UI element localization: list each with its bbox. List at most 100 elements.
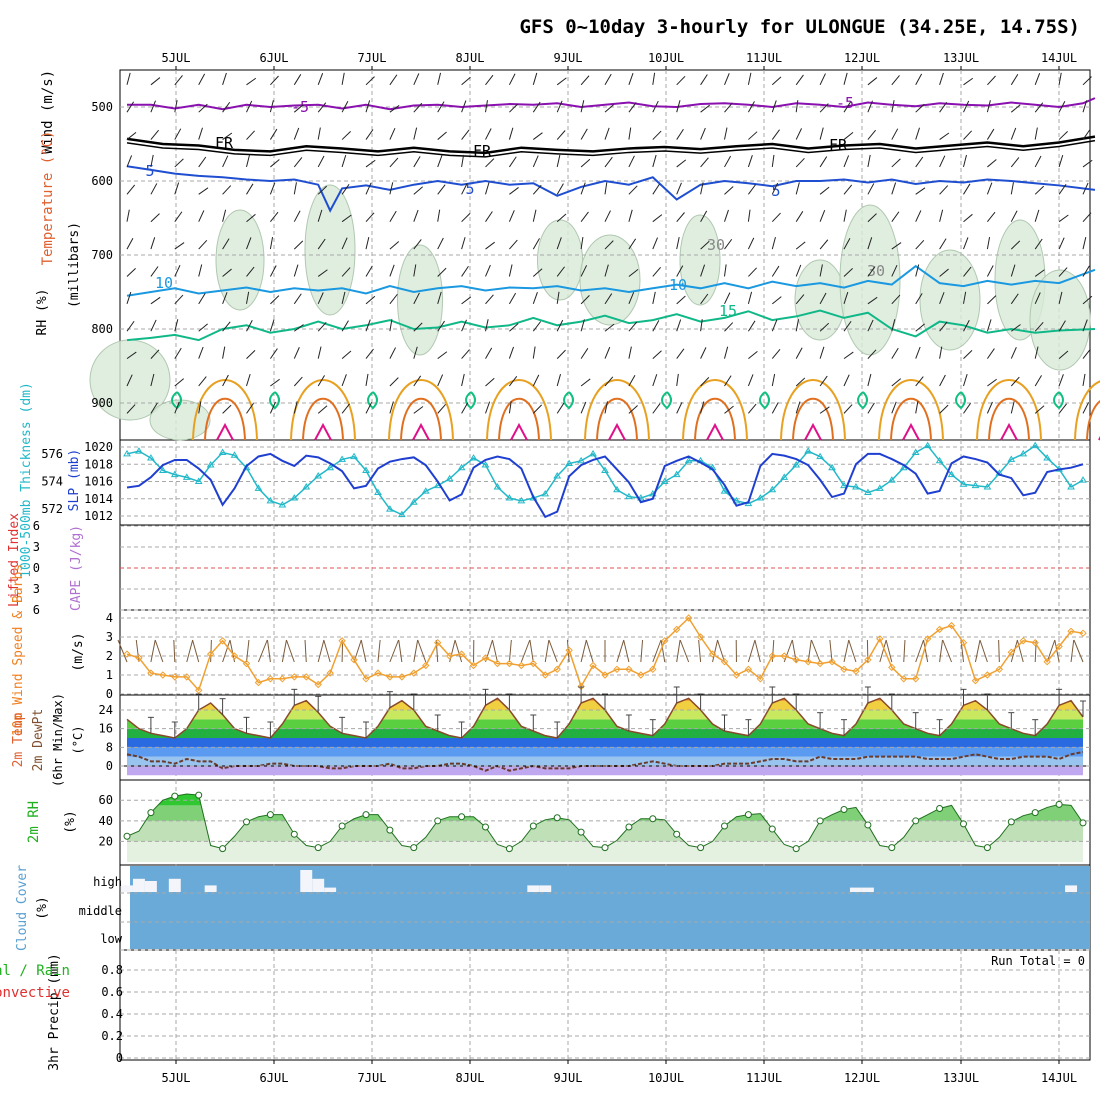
wind-barb [509, 375, 518, 387]
wind-barb [819, 322, 830, 332]
wind-barb [246, 130, 256, 140]
wind-barb [341, 237, 348, 250]
high-cloud-bar [1065, 885, 1078, 892]
wind-barb [724, 102, 733, 113]
wind-barb [413, 322, 423, 332]
wind-barb [317, 375, 325, 387]
wind-barb [891, 75, 900, 86]
thickness-point [421, 487, 430, 494]
wind-10m-barb [843, 639, 850, 663]
wind-10m-barb [257, 639, 268, 663]
wind-barb [1010, 104, 1021, 113]
wind-barb [532, 101, 541, 113]
wind-barb [341, 320, 349, 332]
thickness-point [529, 494, 538, 501]
wind-barb [604, 264, 609, 277]
date-label-top: 10JUL [648, 51, 684, 65]
thickness-point [338, 455, 346, 462]
date-label-bottom: 9JUL [554, 1071, 583, 1085]
wind-barb [652, 183, 660, 195]
wind-barb [915, 264, 920, 277]
wind-barb [532, 184, 542, 195]
wind-barb [1082, 76, 1092, 86]
wind-10m-barb [829, 639, 833, 663]
wind-barb [1010, 264, 1016, 277]
rh-point [147, 809, 155, 817]
wind-speed-point [505, 659, 514, 668]
wind-barb [891, 347, 899, 359]
thickness-point [636, 494, 645, 501]
panel-label: (millibars) [67, 222, 82, 308]
wind-barb [939, 155, 946, 168]
rh-point [1007, 818, 1015, 826]
wind-10m-barb [222, 639, 231, 663]
contour-label: 15 [719, 302, 737, 320]
wind-barb [294, 324, 304, 332]
wind-barb [508, 264, 513, 277]
precip-tick-label: 0.4 [101, 1007, 123, 1021]
thickness-point [1043, 454, 1052, 461]
wind-speed-line [126, 616, 1084, 692]
wind-barb [915, 73, 923, 86]
warm-contour-inner [498, 397, 540, 441]
date-label-top: 7JUL [358, 51, 387, 65]
wind-speed-point [792, 656, 800, 664]
wind-barb [126, 374, 133, 387]
wind-barb [891, 182, 897, 195]
rh-point [721, 822, 728, 830]
wind-barb [963, 374, 968, 387]
wind-barb [748, 131, 758, 140]
wind-barb [915, 323, 925, 332]
wind-10m-barb [942, 639, 953, 663]
thickness-point [553, 472, 562, 479]
wind-barb [365, 159, 376, 168]
wind-10m-barb [1073, 639, 1084, 663]
wind-tick-label: 2 [106, 649, 113, 663]
wind-10m-barb [811, 639, 821, 663]
wind-speed-point [290, 673, 299, 681]
date-axis-bottom: 5JUL 6JUL 7JUL 8JUL 9JUL 10JUL 11JUL 12JUL 13JUL… [162, 1060, 1077, 1085]
wind-speed-point [828, 657, 836, 666]
wind-barb [413, 406, 424, 414]
precip-total-label: Total / Rain [0, 963, 70, 979]
wind-barb [126, 351, 137, 360]
wind-barb [317, 238, 326, 250]
wind-barb [1082, 402, 1090, 414]
rh-point [601, 844, 609, 852]
date-label-top: 5JUL [162, 51, 191, 65]
wind-barb [437, 267, 447, 277]
rh-shading [794, 259, 846, 341]
wind-10m-barb [323, 639, 331, 663]
wind-speed-point [780, 652, 788, 660]
wind-barb [843, 351, 854, 360]
wind-barb [652, 266, 661, 277]
thickness-point [828, 463, 836, 471]
thickness-point [135, 447, 143, 454]
wind-barb [819, 73, 826, 86]
wind-barb [795, 347, 803, 359]
thickness-tick-label: 572 [41, 502, 63, 516]
wind-barb [676, 348, 685, 359]
wind-barb [628, 127, 632, 140]
rh-point [768, 825, 776, 833]
wind-barb [771, 319, 778, 332]
slp-tick-label: 1014 [84, 492, 113, 506]
wind-barb [150, 77, 161, 86]
wind-barb [724, 375, 732, 387]
temp-band [127, 738, 1083, 748]
wind-barb [246, 350, 256, 359]
thickness-tick-label: 574 [41, 475, 63, 489]
wind-barb [509, 239, 518, 250]
wind-10m-barb [154, 639, 164, 663]
wind-barb [1058, 183, 1067, 195]
hot-contour [608, 422, 626, 441]
wind-barb [986, 236, 991, 250]
temp-tick-label: 24 [99, 703, 113, 717]
thickness-point [780, 473, 789, 480]
wind-barb [987, 159, 997, 168]
wind-barb [174, 347, 182, 359]
wind-barb [365, 100, 371, 113]
wind-barb [556, 349, 566, 359]
wind-barb [986, 100, 991, 113]
rh-point [195, 791, 203, 799]
